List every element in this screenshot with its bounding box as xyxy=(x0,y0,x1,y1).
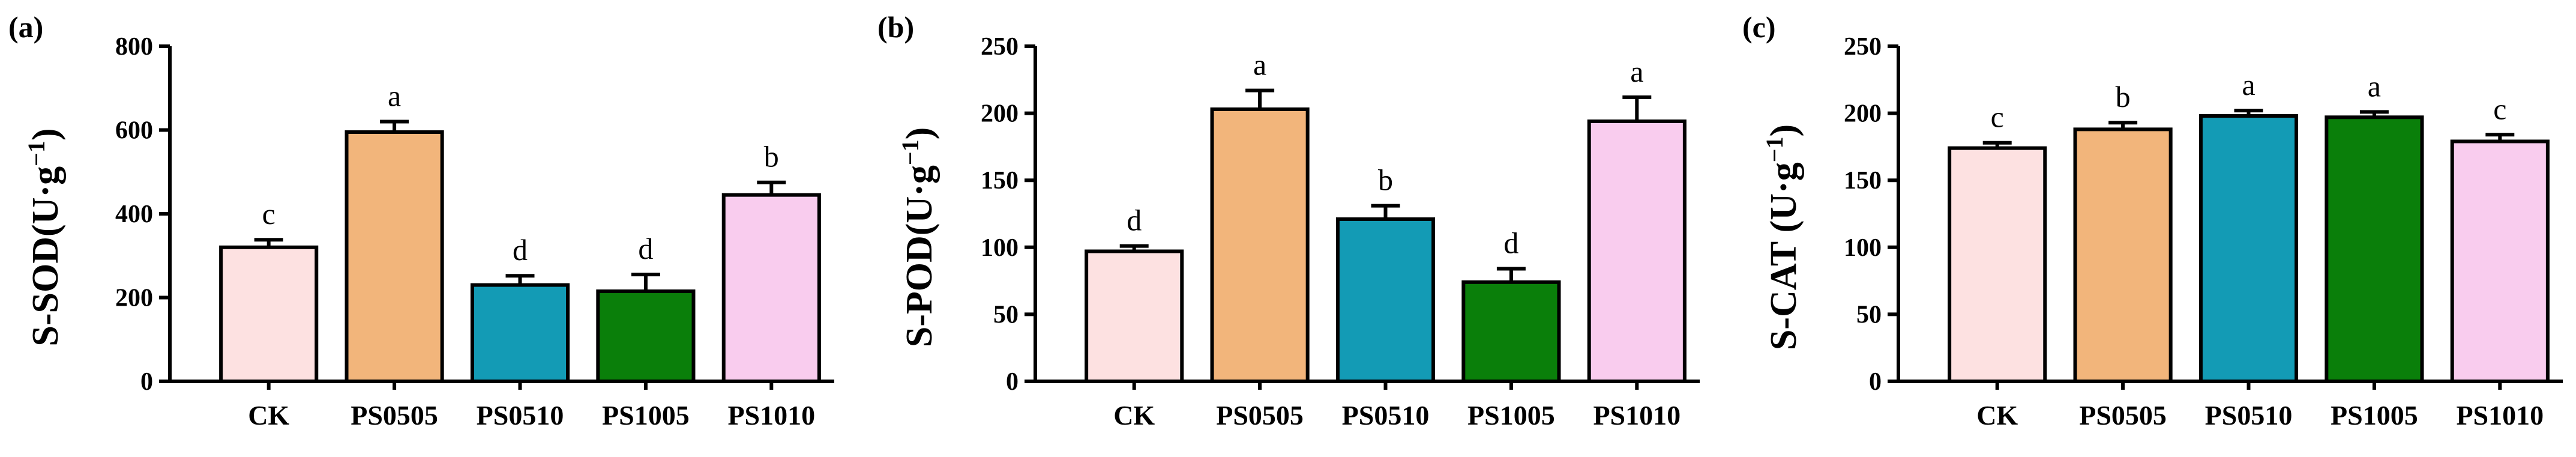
x-tick-label: PS1010 xyxy=(2456,400,2544,431)
bar-ps0505 xyxy=(345,130,444,384)
x-tick-label: PS1010 xyxy=(727,400,815,431)
significance-letter: a xyxy=(388,79,401,113)
y-axis-label: S-POD(U·g−1) xyxy=(897,127,940,348)
significance-letter: a xyxy=(2368,69,2381,103)
bar-ps1005 xyxy=(2325,115,2424,384)
y-tick-label: 250 xyxy=(1844,33,1882,61)
x-tick-label: CK xyxy=(248,400,289,431)
y-tick-label: 150 xyxy=(981,167,1019,195)
x-tick-label: PS0505 xyxy=(1216,400,1304,431)
x-tick-label: CK xyxy=(1976,400,2018,431)
x-tick-label: PS0510 xyxy=(1342,400,1430,431)
bar-ps0505 xyxy=(1210,107,1310,384)
panel-a: (a) S-SOD(U·g−1) 0 200 400 600 800 c CK a PS0505… xyxy=(8,10,834,431)
y-tick-label: 600 xyxy=(115,117,153,145)
x-tick-label: PS0510 xyxy=(477,400,564,431)
y-tick-label: 200 xyxy=(981,100,1019,128)
x-tick-label: PS0505 xyxy=(2079,400,2167,431)
bar-ps1010 xyxy=(721,193,821,383)
x-tick-label: PS1005 xyxy=(1467,400,1555,431)
panel-c: (c) S-CAT (U·g−1) 0 50 100 150 200 250 c CK b PS0… xyxy=(1742,10,2563,431)
bar-ps1005 xyxy=(596,289,696,383)
bar-ck xyxy=(1085,249,1184,383)
bar-ck xyxy=(1948,146,2047,384)
significance-letter: d xyxy=(1503,226,1518,260)
y-tick-label: 0 xyxy=(140,368,153,396)
significance-letter: b xyxy=(1378,163,1393,197)
panel-letter: (b) xyxy=(877,10,914,44)
significance-letter: c xyxy=(1991,100,2004,134)
plot-area: 0 200 400 600 800 c CK a PS0505 d PS0510 d PS1005 b PS… xyxy=(115,33,834,431)
y-tick-label: 800 xyxy=(115,33,153,61)
bar-ps1010 xyxy=(1587,119,1687,383)
bar-ps0505 xyxy=(2073,127,2173,383)
panel-letter: (c) xyxy=(1742,10,1776,44)
significance-letter: d xyxy=(638,232,653,265)
panel-letter: (a) xyxy=(8,10,43,44)
y-tick-label: 250 xyxy=(981,33,1019,61)
y-axis-label: S-SOD(U·g−1) xyxy=(23,128,66,346)
x-tick-label: PS0510 xyxy=(2205,400,2293,431)
bar-ps1010 xyxy=(2450,139,2550,384)
significance-letter: d xyxy=(1127,204,1142,237)
significance-letter: a xyxy=(1630,55,1643,88)
x-tick-label: PS1010 xyxy=(1593,400,1681,431)
y-tick-label: 200 xyxy=(115,285,153,312)
y-tick-label: 100 xyxy=(981,234,1019,262)
bar-ps0510 xyxy=(2198,114,2299,383)
significance-letter: a xyxy=(2242,68,2255,101)
y-tick-label: 50 xyxy=(993,301,1019,328)
significance-letter: b xyxy=(2116,80,2131,113)
x-tick-label: CK xyxy=(1113,400,1155,431)
bar-ck xyxy=(219,245,319,383)
y-axis-label: S-CAT (U·g−1) xyxy=(1761,124,1804,350)
x-tick-label: PS1005 xyxy=(602,400,690,431)
significance-letter: b xyxy=(764,140,779,174)
significance-letter: c xyxy=(2493,92,2506,126)
x-tick-label: PS0505 xyxy=(351,400,438,431)
plot-area: 0 50 100 150 200 250 d CK a PS0505 b PS0510 d PS1005 a… xyxy=(981,33,1700,431)
y-tick-label: 400 xyxy=(115,201,153,228)
y-tick-label: 200 xyxy=(1844,100,1882,128)
bar-ps0510 xyxy=(1335,217,1436,383)
x-tick-label: PS1005 xyxy=(2331,400,2418,431)
y-tick-label: 150 xyxy=(1844,167,1882,195)
significance-letter: d xyxy=(513,233,528,267)
panel-b: (b) S-POD(U·g−1) 0 50 100 150 200 250 d CK a PS05… xyxy=(877,10,1700,431)
bar-ps0510 xyxy=(470,283,570,384)
plot-area: 0 50 100 150 200 250 c CK b PS0505 a PS0510 a PS1005 c… xyxy=(1844,33,2563,431)
y-tick-label: 0 xyxy=(1869,368,1882,396)
y-tick-label: 50 xyxy=(1856,301,1882,328)
significance-letter: c xyxy=(262,197,275,231)
bar-ps1005 xyxy=(1461,280,1561,383)
significance-letter: a xyxy=(1253,48,1266,82)
y-tick-label: 100 xyxy=(1844,234,1882,262)
y-tick-label: 0 xyxy=(1006,368,1019,396)
